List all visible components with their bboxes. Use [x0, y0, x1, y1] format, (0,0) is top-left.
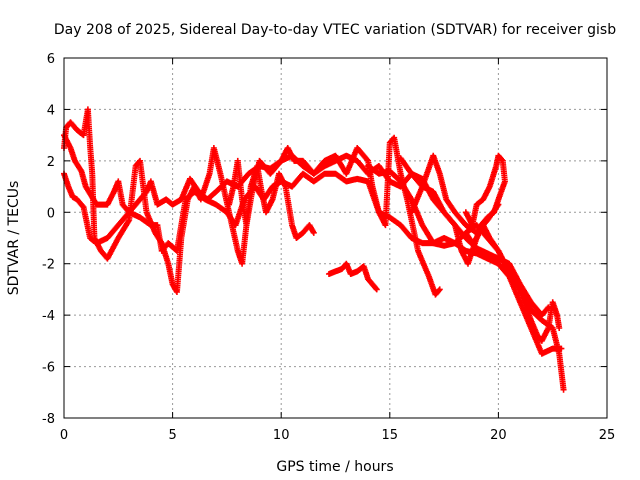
data-point [136, 158, 143, 165]
y-tick-label: 6 [47, 52, 55, 67]
x-tick-label: 25 [599, 428, 616, 443]
y-tick-label: -4 [42, 309, 55, 324]
x-tick-label: 0 [60, 428, 68, 443]
data-point [436, 286, 443, 293]
y-tick-labels: -8 -6 -4 -2 0 2 4 6 [42, 52, 55, 427]
y-tick-label: 4 [47, 103, 55, 118]
data-point [498, 156, 505, 163]
y-tick-label: 2 [47, 155, 55, 170]
y-tick-label: -8 [42, 412, 55, 427]
data-series [61, 106, 567, 393]
y-tick-label: -6 [42, 361, 55, 376]
series-track-g [408, 152, 502, 236]
x-tick-label: 15 [382, 428, 399, 443]
data-point [560, 386, 567, 393]
data-point [373, 286, 380, 293]
data-point [79, 203, 86, 210]
data-point [372, 285, 379, 292]
y-tick-label: 0 [47, 206, 55, 221]
y-tick-label: -2 [42, 258, 55, 273]
plot-frame [63, 57, 608, 419]
chart-title: Day 208 of 2025, Sidereal Day-to-day VTE… [54, 22, 616, 38]
x-tick-label: 5 [168, 428, 176, 443]
x-axis-label: GPS time / hours [276, 459, 393, 475]
data-point [495, 201, 502, 208]
data-point [364, 156, 371, 163]
data-point [462, 229, 469, 236]
series-track-h [226, 157, 317, 241]
data-point [310, 229, 317, 236]
data-point [544, 305, 551, 312]
axis-ticks [63, 57, 608, 419]
x-tick-label: 20 [490, 428, 507, 443]
data-point [545, 304, 552, 311]
data-point [556, 325, 563, 331]
x-tick-label: 10 [273, 428, 290, 443]
series-track-i [325, 260, 380, 293]
data-point [494, 202, 501, 209]
y-axis-label: SDTVAR / TECUs [6, 181, 22, 296]
data-point [435, 287, 442, 294]
x-tick-labels: 0 5 10 15 20 25 [60, 428, 615, 443]
